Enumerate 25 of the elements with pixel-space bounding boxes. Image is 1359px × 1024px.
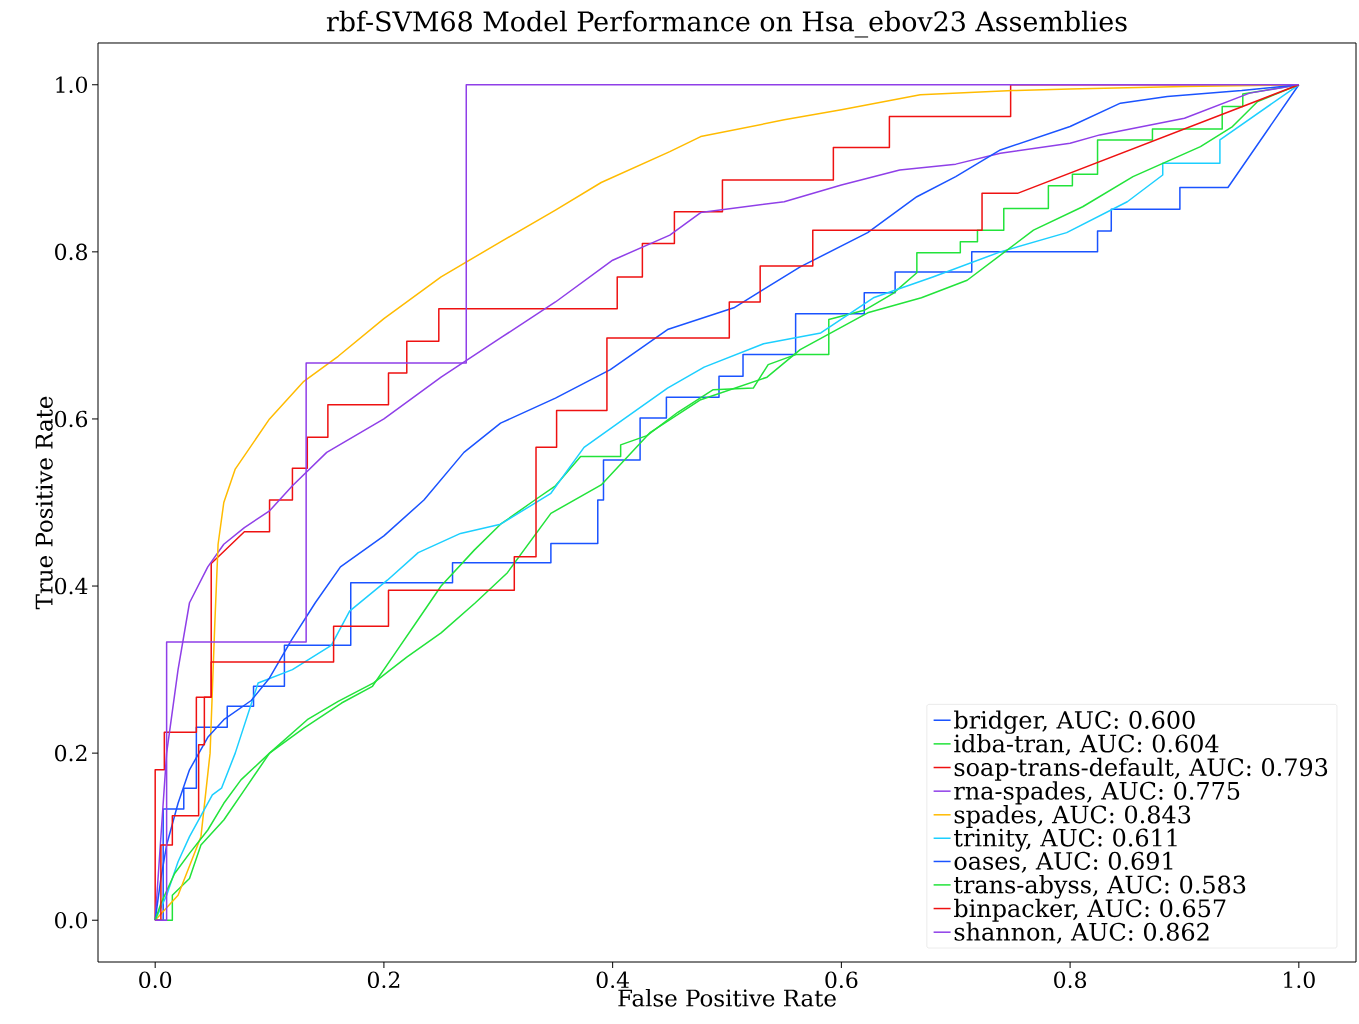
- x-axis-title: False Positive Rate: [618, 988, 836, 1007]
- y-tick-label: 0.4: [55, 577, 88, 595]
- legend-label: soap-trans-default, AUC: 0.793: [954, 757, 1328, 781]
- y-tick-label: 0.6: [55, 410, 88, 428]
- x-tick-label: 0.4: [596, 971, 629, 989]
- y-tick-label: 0.2: [55, 744, 87, 762]
- legend-label: binpacker, AUC: 0.657: [954, 898, 1226, 922]
- legend-label: shannon, AUC: 0.862: [954, 922, 1209, 944]
- legend-label: trinity, AUC: 0.611: [954, 828, 1177, 852]
- legend-label: spades, AUC: 0.843: [954, 804, 1191, 829]
- x-tick-label: 1.0: [1284, 971, 1315, 989]
- chart-title: rbf-SVM68 Model Performance on Hsa_ebov23 Assemblies: [326, 10, 1127, 38]
- y-tick-label: 0.0: [55, 911, 88, 929]
- y-tick-label: 0.8: [55, 243, 87, 261]
- legend-label: oases, AUC: 0.691: [954, 851, 1173, 873]
- x-tick-label: 0.6: [825, 971, 858, 989]
- x-tick-label: 0.2: [367, 971, 400, 989]
- legend-label: bridger, AUC: 0.600: [954, 710, 1195, 734]
- x-tick-label: 0.8: [1054, 971, 1087, 989]
- legend-label: rna-spades, AUC: 0.775: [954, 781, 1240, 805]
- legend-label: idba-tran, AUC: 0.604: [954, 734, 1219, 756]
- y-axis-title: True Positive Rate: [35, 396, 53, 610]
- legend-label: trans-abyss, AUC: 0.583: [954, 875, 1246, 899]
- x-tick-label: 0.0: [139, 971, 172, 989]
- y-tick-label: 1.0: [56, 76, 88, 94]
